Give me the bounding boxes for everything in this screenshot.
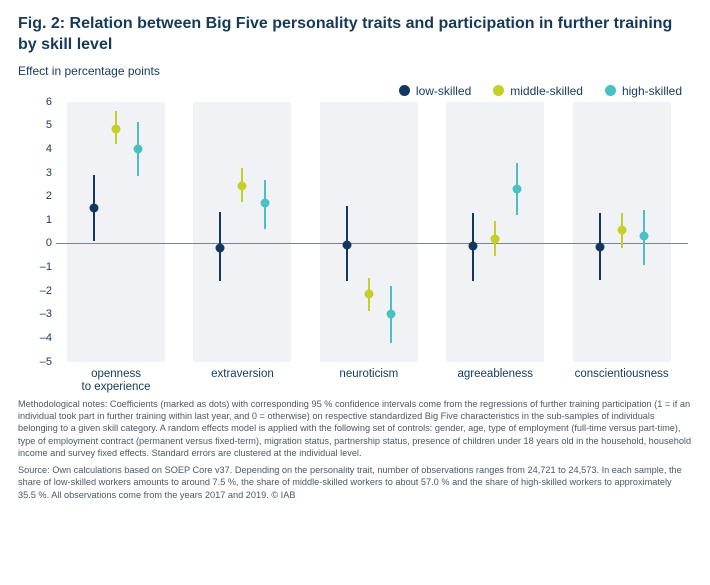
data-point [260, 199, 269, 208]
chart: openness to experienceextraversionneurot… [40, 102, 688, 382]
data-point [342, 240, 351, 249]
plot-area: openness to experienceextraversionneurot… [56, 102, 688, 362]
data-point [491, 234, 500, 243]
y-tick-label: –5 [32, 356, 52, 368]
data-point [469, 241, 478, 250]
data-point [386, 310, 395, 319]
y-tick-label: –4 [32, 332, 52, 344]
data-point [513, 185, 522, 194]
legend: low-skilled middle-skilled high-skilled [18, 84, 692, 98]
data-point [134, 144, 143, 153]
source-note: Source: Own calculations based on SOEP C… [18, 464, 692, 501]
y-tick-label: –1 [32, 261, 52, 273]
data-point [617, 226, 626, 235]
figure-title: Fig. 2: Relation between Big Five person… [18, 14, 692, 56]
y-axis-title: Effect in percentage points [18, 64, 692, 78]
category-band [320, 102, 418, 362]
y-tick-label: 5 [32, 119, 52, 131]
legend-label: middle-skilled [510, 84, 583, 98]
method-note: Methodological notes: Coefficients (mark… [18, 398, 692, 460]
legend-label: high-skilled [622, 84, 682, 98]
legend-swatch [493, 85, 504, 96]
data-point [238, 181, 247, 190]
data-point [112, 124, 121, 133]
legend-label: low-skilled [416, 84, 471, 98]
data-point [595, 242, 604, 251]
y-tick-label: 2 [32, 190, 52, 202]
y-tick-label: 4 [32, 143, 52, 155]
y-tick-label: –3 [32, 308, 52, 320]
data-point [216, 244, 225, 253]
data-point [89, 203, 98, 212]
legend-swatch [399, 85, 410, 96]
y-tick-label: 6 [32, 96, 52, 108]
y-tick-label: –2 [32, 285, 52, 297]
y-tick-label: 0 [32, 237, 52, 249]
category-band [193, 102, 291, 362]
legend-item: middle-skilled [493, 84, 583, 98]
legend-swatch [605, 85, 616, 96]
legend-item: high-skilled [605, 84, 682, 98]
zero-line [56, 243, 688, 244]
footnotes: Methodological notes: Coefficients (mark… [18, 398, 692, 501]
data-point [639, 232, 648, 241]
data-point [364, 290, 373, 299]
legend-item: low-skilled [399, 84, 471, 98]
y-tick-label: 1 [32, 214, 52, 226]
y-tick-label: 3 [32, 167, 52, 179]
